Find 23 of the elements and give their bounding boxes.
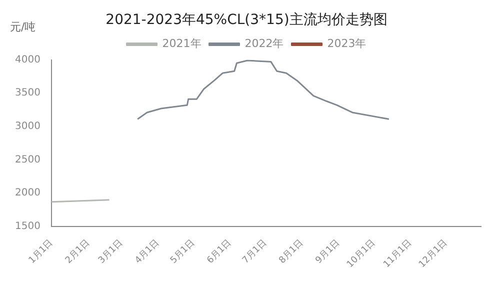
legend-label: 2023年: [327, 37, 366, 50]
chart-title: 2021-2023年45%CL(3*15)主流均价走势图: [106, 12, 388, 28]
x-tick-label: 4月1日: [134, 238, 162, 266]
y-tick-label: 2000: [14, 188, 40, 199]
x-tick-label: 10月1日: [345, 238, 378, 270]
x-tick-label: 7月1日: [240, 238, 269, 266]
y-tick-label: 3000: [14, 121, 40, 132]
x-tick-label: 5月1日: [168, 238, 197, 266]
x-tick-label: 6月1日: [206, 238, 234, 266]
y-tick-label: 1500: [14, 221, 40, 232]
x-tick-label: 12月1日: [417, 238, 450, 270]
x-tick-label: 8月1日: [278, 238, 306, 266]
y-tick-label: 3500: [14, 88, 40, 99]
x-tick-label: 9月1日: [314, 238, 342, 266]
x-tick-label: 2月1日: [64, 238, 92, 266]
legend-label: 2022年: [244, 37, 284, 50]
y-tick-label: 4000: [14, 54, 40, 66]
y-axis-title: 元/吨: [10, 20, 36, 34]
legend-label: 2021年: [162, 37, 202, 50]
x-tick-label: 1月1日: [27, 238, 56, 266]
x-tick-label: 3月1日: [96, 238, 125, 266]
x-tick-label: 11月1日: [382, 238, 414, 270]
y-tick-label: 2500: [14, 154, 40, 166]
